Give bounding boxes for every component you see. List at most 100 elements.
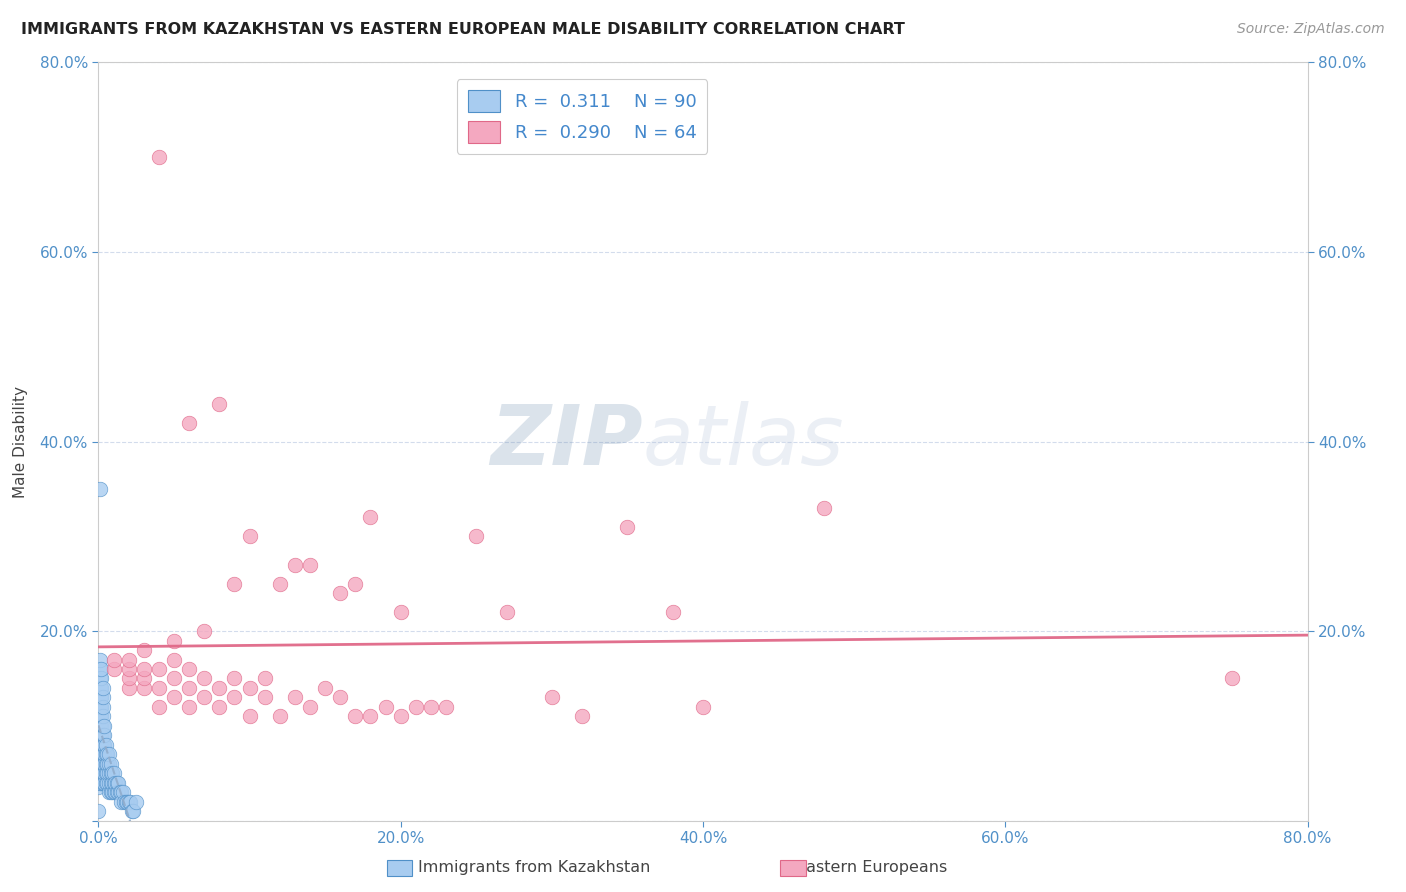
Point <box>374 699 396 714</box>
Point <box>98 747 121 762</box>
Point <box>98 776 121 790</box>
Point <box>89 690 111 705</box>
Point <box>193 690 215 705</box>
Point <box>103 652 125 666</box>
Point <box>90 699 112 714</box>
Point <box>405 699 427 714</box>
Point <box>89 728 111 742</box>
Point <box>179 681 201 695</box>
Point <box>179 662 201 676</box>
Point <box>111 785 134 799</box>
Point <box>284 690 307 705</box>
Point <box>103 662 125 676</box>
Point <box>329 586 352 600</box>
Point <box>344 576 367 591</box>
Point <box>90 681 112 695</box>
Point <box>163 652 186 666</box>
Point <box>253 672 276 686</box>
Point <box>163 633 186 648</box>
Point <box>299 699 322 714</box>
Point <box>90 719 112 733</box>
Point <box>163 672 186 686</box>
Point <box>110 785 132 799</box>
Point <box>90 662 112 676</box>
Point <box>90 672 112 686</box>
Point <box>110 795 132 809</box>
Point <box>224 576 246 591</box>
Point <box>163 690 186 705</box>
Point <box>89 776 111 790</box>
Point <box>96 776 118 790</box>
Point <box>813 500 835 515</box>
Point <box>118 672 141 686</box>
Point <box>389 605 412 619</box>
Point <box>94 738 117 752</box>
Point <box>90 776 112 790</box>
Point <box>90 738 112 752</box>
Point <box>314 681 336 695</box>
Point <box>93 719 115 733</box>
Point <box>239 529 262 543</box>
Point <box>179 699 201 714</box>
Text: IMMIGRANTS FROM KAZAKHSTAN VS EASTERN EUROPEAN MALE DISABILITY CORRELATION CHART: IMMIGRANTS FROM KAZAKHSTAN VS EASTERN EU… <box>21 22 905 37</box>
Point <box>103 766 125 780</box>
Point <box>98 766 121 780</box>
Point <box>94 756 117 771</box>
Point <box>540 690 562 705</box>
Point <box>107 785 129 799</box>
Point <box>87 804 110 818</box>
Point <box>208 681 231 695</box>
Point <box>105 785 128 799</box>
Point <box>91 690 114 705</box>
Point <box>93 766 115 780</box>
Point <box>93 747 115 762</box>
Point <box>89 699 111 714</box>
Point <box>104 785 127 799</box>
Point <box>101 766 124 780</box>
Point <box>344 709 367 723</box>
Point <box>193 672 215 686</box>
Point <box>96 747 118 762</box>
Point <box>208 396 231 410</box>
Point <box>224 672 246 686</box>
Point <box>193 624 215 639</box>
Point <box>121 804 143 818</box>
Point <box>93 738 115 752</box>
Point <box>118 795 141 809</box>
Point <box>91 747 114 762</box>
Point <box>495 605 517 619</box>
Point <box>420 699 443 714</box>
Point <box>284 558 307 572</box>
Point <box>89 738 111 752</box>
Point <box>103 785 125 799</box>
Point <box>89 756 111 771</box>
Point <box>90 747 112 762</box>
Point <box>465 529 488 543</box>
Text: Source: ZipAtlas.com: Source: ZipAtlas.com <box>1237 22 1385 37</box>
Point <box>89 662 111 676</box>
Point <box>122 804 145 818</box>
Point <box>98 785 121 799</box>
Point <box>118 652 141 666</box>
Y-axis label: Male Disability: Male Disability <box>14 385 28 498</box>
Point <box>132 681 155 695</box>
Text: Eastern Europeans: Eastern Europeans <box>796 860 948 874</box>
Point <box>91 709 114 723</box>
Point <box>91 699 114 714</box>
Point <box>571 709 593 723</box>
Point <box>89 652 111 666</box>
Point <box>94 776 117 790</box>
Point <box>94 766 117 780</box>
Point <box>91 681 114 695</box>
Point <box>90 766 112 780</box>
Point <box>89 719 111 733</box>
Point <box>118 662 141 676</box>
Point <box>89 709 111 723</box>
Point <box>103 776 125 790</box>
Point <box>148 681 170 695</box>
Point <box>90 728 112 742</box>
Point <box>616 520 638 534</box>
Point <box>118 681 141 695</box>
Point <box>100 785 122 799</box>
Point <box>91 738 114 752</box>
